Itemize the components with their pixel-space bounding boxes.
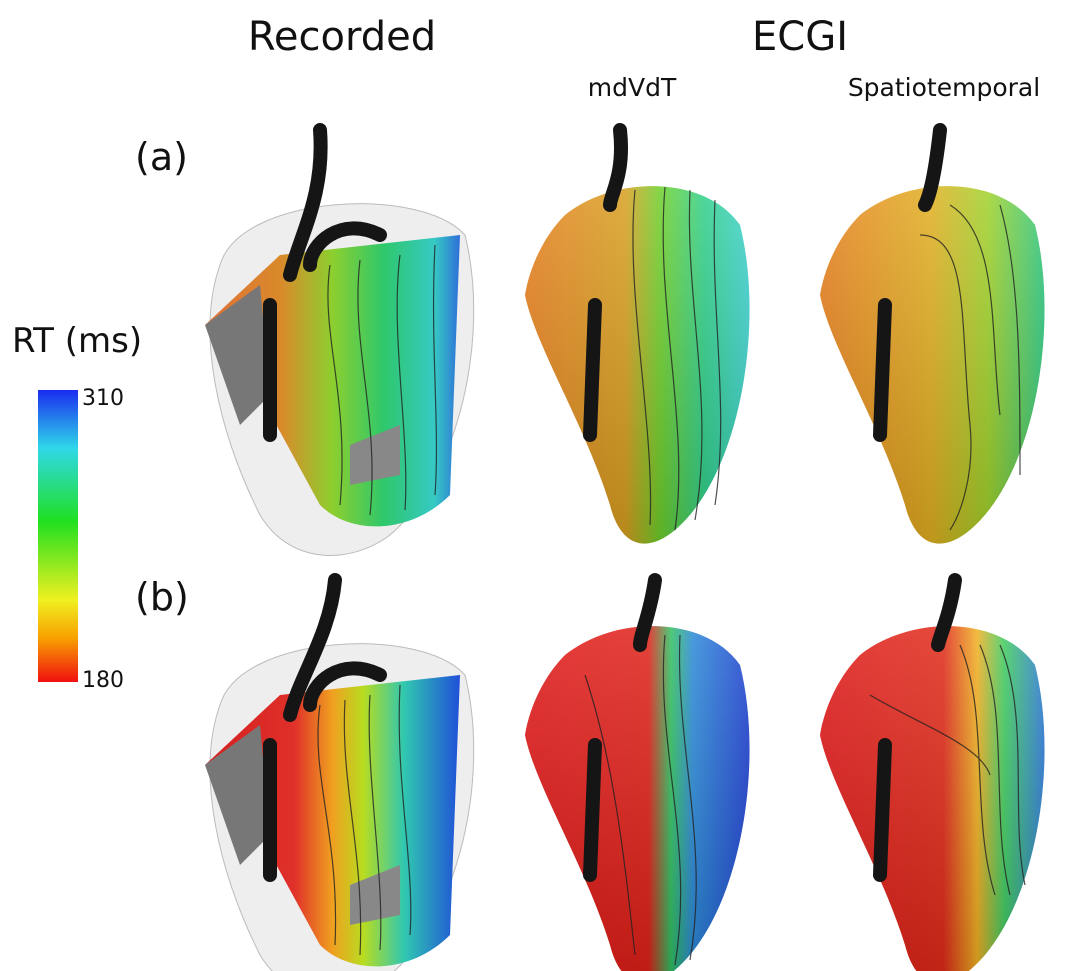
colorbar-title: RT (ms) — [12, 321, 142, 361]
recorded-heart-b — [205, 580, 474, 971]
colorbar-max: 310 — [82, 386, 124, 411]
row-label: (a) — [135, 135, 188, 179]
recorded-heart-a — [205, 130, 474, 555]
col-header: Recorded — [248, 14, 436, 60]
method-label: Spatiotemporal — [848, 73, 1040, 102]
mdvdt-heart-a — [525, 130, 750, 544]
mdvdt-heart-b — [525, 580, 750, 971]
row-label: (b) — [135, 575, 189, 619]
figure: Recorded ECGI mdVdT Spatiotemporal (a) (… — [0, 0, 1066, 971]
method-label: mdVdT — [588, 73, 677, 102]
colorbar — [38, 390, 78, 682]
colorbar-min: 180 — [82, 668, 124, 693]
spatiotemporal-heart-b — [820, 580, 1045, 971]
col-header: ECGI — [752, 14, 848, 60]
spatiotemporal-heart-a — [820, 130, 1045, 544]
